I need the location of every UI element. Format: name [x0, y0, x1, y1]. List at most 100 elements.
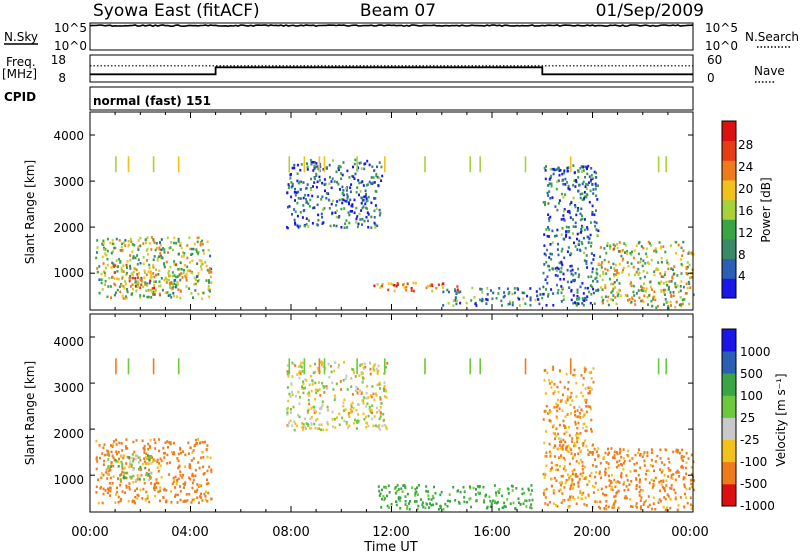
range-cell — [559, 270, 562, 274]
range-cell — [599, 506, 602, 510]
range-cell — [208, 281, 210, 284]
range-cell — [147, 454, 149, 457]
range-cell — [570, 412, 573, 415]
range-cell — [167, 251, 169, 254]
range-cell — [442, 282, 445, 285]
range-cell — [546, 191, 549, 195]
range-cell — [200, 441, 203, 444]
range-cell — [544, 169, 547, 172]
range-streak — [356, 156, 358, 173]
range-cell — [327, 362, 330, 366]
range-cell — [123, 241, 125, 244]
range-cell — [570, 272, 573, 276]
range-cell — [107, 469, 110, 473]
range-cell — [298, 415, 301, 419]
range-cell — [367, 396, 370, 399]
range-cell — [190, 292, 193, 295]
range-cell — [183, 252, 186, 255]
range-cell — [179, 485, 181, 488]
range-cell — [677, 471, 680, 474]
range-cell — [602, 456, 605, 459]
range-cell — [105, 471, 108, 474]
range-cell — [547, 226, 549, 229]
range-cell — [116, 277, 119, 281]
range-cell — [610, 473, 613, 477]
range-cell — [371, 385, 374, 388]
range-cell — [146, 497, 149, 500]
range-cell — [603, 247, 606, 250]
range-cell — [158, 255, 161, 258]
range-cell — [687, 457, 690, 460]
range-cell — [594, 224, 597, 228]
range-cell — [179, 446, 182, 450]
range-cell — [378, 213, 381, 217]
range-cell — [556, 398, 559, 402]
range-cell — [579, 196, 582, 200]
range-cell — [575, 434, 578, 437]
range-cell — [591, 270, 594, 274]
range-cell — [574, 423, 577, 426]
range-cell — [633, 249, 636, 252]
velocity-colorbar — [722, 329, 736, 507]
range-cell — [122, 454, 125, 457]
range-cell — [618, 288, 621, 292]
range-cell — [179, 470, 182, 473]
range-cell — [335, 224, 338, 228]
range-cell — [427, 497, 430, 501]
range-cell — [371, 417, 374, 421]
range-cell — [209, 254, 212, 258]
range-cell — [651, 464, 654, 468]
range-cell — [287, 183, 290, 186]
range-cell — [591, 464, 594, 467]
range-cell — [620, 475, 623, 479]
range-cell — [684, 492, 686, 496]
range-cell — [196, 496, 199, 499]
range-cell — [345, 200, 348, 203]
range-cell — [566, 413, 569, 416]
range-cell — [555, 268, 558, 271]
range-cell — [368, 408, 371, 411]
range-cell — [623, 242, 626, 245]
range-cell — [121, 277, 124, 280]
range-cell — [561, 445, 564, 448]
range-cell — [667, 467, 670, 470]
range-cell — [671, 277, 674, 280]
range-cell — [180, 255, 183, 258]
range-cell — [657, 261, 660, 264]
range-cell — [667, 457, 670, 460]
range-cell — [396, 282, 399, 285]
range-cell — [578, 231, 581, 235]
range-cell — [573, 406, 576, 409]
range-cell — [165, 489, 168, 492]
range-cell — [147, 289, 150, 292]
range-cell — [172, 285, 175, 289]
range-cell — [477, 491, 480, 494]
range-cell — [482, 299, 485, 302]
range-cell — [570, 452, 573, 455]
range-cell — [350, 377, 353, 380]
range-cell — [366, 211, 369, 214]
range-cell — [584, 429, 587, 433]
range-cell — [359, 190, 362, 193]
range-cell — [196, 236, 199, 240]
range-cell — [594, 458, 597, 461]
range-cell — [125, 462, 128, 465]
range-cell — [111, 445, 114, 448]
range-cell — [350, 405, 353, 408]
range-cell — [190, 459, 193, 462]
range-cell — [442, 508, 445, 511]
range-cell — [592, 279, 594, 283]
range-cell — [350, 403, 353, 407]
range-cell — [660, 479, 663, 483]
range-cell — [317, 218, 320, 222]
range-cell — [585, 262, 588, 266]
range-cell — [116, 288, 119, 292]
range-cell — [648, 481, 651, 485]
range-cell — [634, 469, 637, 472]
range-cell — [178, 267, 181, 271]
range-cell — [102, 473, 105, 477]
range-cell — [95, 256, 98, 260]
range-cell — [654, 507, 657, 511]
range-cell — [343, 398, 346, 401]
range-cell — [679, 285, 682, 288]
